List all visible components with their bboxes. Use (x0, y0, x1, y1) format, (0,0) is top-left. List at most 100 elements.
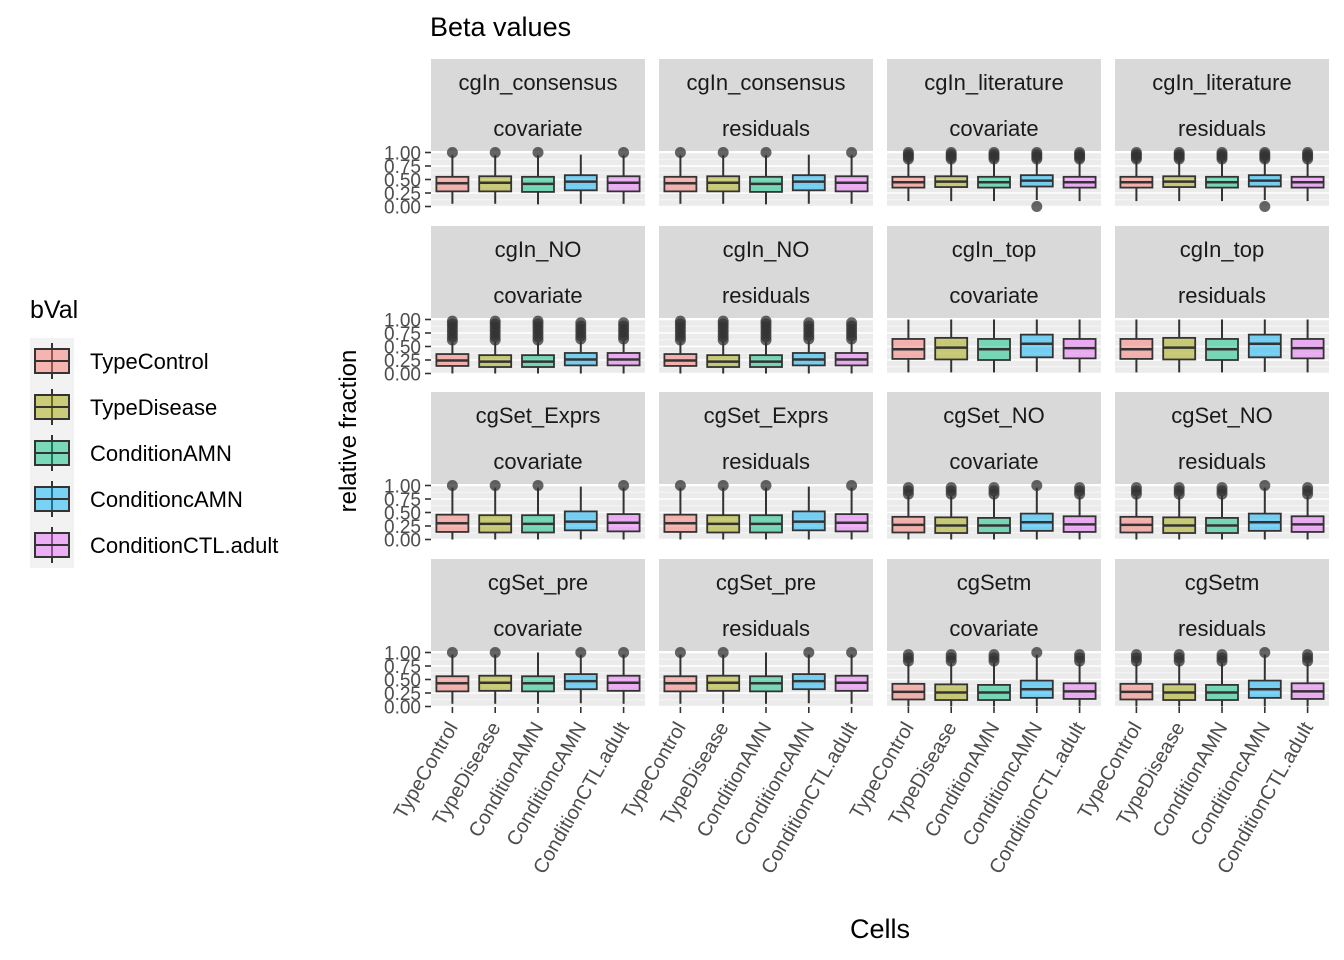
outlier-point (446, 480, 458, 491)
facet-panel: cgIn_NO residuals (659, 226, 873, 375)
facet-strip-label: residuals (722, 449, 810, 474)
facet-strip (431, 392, 645, 484)
facet-strip-label: covariate (493, 283, 582, 308)
outlier-point (846, 317, 858, 329)
facet-strip (887, 392, 1101, 484)
outlier-point (1259, 147, 1271, 158)
outlier-point (803, 317, 815, 329)
outlier-point (945, 147, 957, 158)
outlier-point (1031, 480, 1043, 491)
outlier-point (489, 647, 501, 658)
outlier-point (945, 649, 957, 661)
outlier-point (717, 147, 729, 158)
facet-strip (887, 226, 1101, 318)
y-tick-label: 0.50 (384, 338, 421, 359)
outlier-point (674, 315, 686, 327)
facet-strip-label: residuals (1178, 283, 1266, 308)
outlier-point (575, 647, 587, 658)
outlier-point (988, 482, 1000, 494)
facet-strip-label: residuals (1178, 616, 1266, 641)
facet-strip-label: cgSet_NO (1171, 403, 1273, 428)
y-tick-label: 1.00 (384, 477, 421, 498)
facet-strip (887, 59, 1101, 151)
facet-strip (431, 226, 645, 318)
outlier-point (674, 480, 686, 491)
outlier-point (446, 315, 458, 327)
facet-strip-label: residuals (722, 616, 810, 641)
outlier-point (1216, 147, 1228, 158)
y-tick-label: 1.00 (384, 644, 421, 665)
facet-strip (431, 59, 645, 151)
outlier-point (1130, 482, 1142, 494)
facet-panel: cgSet_NO residuals (1115, 392, 1329, 541)
outlier-point (717, 315, 729, 327)
facet-strip-label: cgIn_consensus (687, 70, 846, 95)
outlier-point (1216, 649, 1228, 661)
outlier-point (1173, 649, 1185, 661)
y-tick-label: 0.50 (384, 171, 421, 192)
facet-strip-label: covariate (493, 116, 582, 141)
y-tick-label: 0.25 (384, 184, 421, 205)
facet-strip-label: cgIn_NO (723, 237, 810, 262)
facet-strip-label: covariate (493, 616, 582, 641)
outlier-point (618, 480, 630, 491)
legend-label: TypeControl (90, 349, 209, 374)
outlier-point (902, 482, 914, 494)
outlier-point (988, 649, 1000, 661)
facet-strip-label: cgSet_pre (488, 570, 588, 595)
chart-title: Beta values (430, 12, 571, 42)
facet-strip-label: cgSetm (1185, 570, 1260, 595)
outlier-point (717, 480, 729, 491)
facet-strip-label: cgIn_top (1180, 237, 1264, 262)
x-axis-ticks: TypeControlTypeDiseaseConditionAMNCondit… (390, 707, 1318, 878)
legend-title: bVal (30, 296, 78, 324)
facet-strip-label: cgSet_Exprs (704, 403, 829, 428)
facet-panel: cgIn_consensus residuals (659, 59, 873, 208)
facet-strip (1115, 392, 1329, 484)
outlier-point (945, 482, 957, 494)
outlier-point (1074, 649, 1086, 661)
outlier-point (1031, 201, 1043, 212)
outlier-point (618, 647, 630, 658)
outlier-point (575, 317, 587, 329)
facet-strip-label: covariate (949, 449, 1038, 474)
facet-strip-label: cgSetm (957, 570, 1032, 595)
outlier-point (1031, 147, 1043, 158)
outlier-point (902, 649, 914, 661)
facet-panel: cgIn_literature covariate (887, 59, 1101, 212)
outlier-point (1302, 649, 1314, 661)
facet-panel: cgSet_Exprs residuals (659, 392, 873, 541)
facet-strip (1115, 226, 1329, 318)
y-tick-label: 0.75 (384, 490, 421, 511)
outlier-point (674, 147, 686, 158)
legend-label: TypeDisease (90, 395, 217, 420)
outlier-point (760, 315, 772, 327)
facet-strip-label: covariate (949, 283, 1038, 308)
y-tick-label: 0.00 (384, 531, 421, 552)
facet-strip (659, 59, 873, 151)
panel-grid: cgIn_consensuscovariate0.000.250.500.751… (384, 59, 1329, 719)
outlier-point (1259, 201, 1271, 212)
facet-panel: cgIn_top residuals (1115, 226, 1329, 375)
outlier-point (846, 480, 858, 491)
outlier-point (618, 147, 630, 158)
outlier-point (760, 147, 772, 158)
facet-strip-label: cgIn_literature (1152, 70, 1291, 95)
outlier-point (446, 147, 458, 158)
outlier-point (1216, 482, 1228, 494)
outlier-point (988, 147, 1000, 158)
y-tick-label: 0.75 (384, 157, 421, 178)
y-tick-label: 0.25 (384, 517, 421, 538)
outlier-point (489, 315, 501, 327)
facet-panel: cgSet_pre residuals (659, 559, 873, 708)
y-axis-label: relative fraction (335, 350, 362, 513)
box (1247, 333, 1282, 359)
outlier-point (1173, 147, 1185, 158)
facet-strip (659, 226, 873, 318)
facet-strip-label: residuals (1178, 449, 1266, 474)
outlier-point (902, 147, 914, 158)
facet-panel: cgSet_pre covariate 0.000.250.500.751.00 (384, 559, 645, 719)
facet-strip-label: cgIn_literature (924, 70, 1063, 95)
facet-strip-label: cgIn_top (952, 237, 1036, 262)
